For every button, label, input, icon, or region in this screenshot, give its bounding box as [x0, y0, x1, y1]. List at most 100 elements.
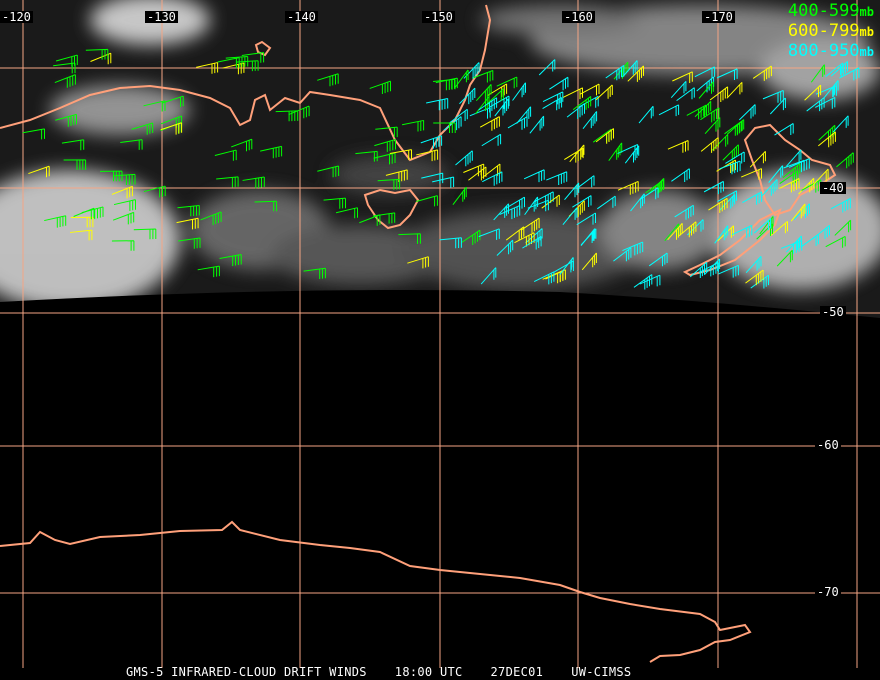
wind-barb [55, 54, 78, 67]
wind-barb [716, 159, 736, 173]
wind-barb [613, 247, 632, 262]
wind-barb [776, 249, 793, 267]
wind-barbs [22, 48, 860, 290]
wind-barb [85, 48, 109, 60]
wind-barb [22, 128, 45, 140]
coastline-antarctica [0, 520, 752, 663]
wind-barb [493, 203, 509, 221]
wind-barb [564, 147, 584, 163]
caption-product: GMS-5 INFRARED-CLOUD DRIFT WINDS [126, 665, 367, 679]
lat-label: -70 [815, 585, 841, 599]
wind-barb [745, 269, 764, 286]
wind-barb [113, 199, 136, 211]
wind-barb [825, 62, 844, 78]
wind-barb [489, 95, 510, 109]
wind-barb [678, 221, 697, 238]
wind-barb [698, 262, 719, 277]
wind-barb [783, 159, 805, 172]
wind-barb [487, 83, 508, 97]
wind-barb [214, 149, 237, 161]
wind-barb [369, 80, 391, 94]
wind-barb [768, 165, 784, 183]
coastline-australia [0, 4, 492, 162]
wind-barb [810, 64, 825, 83]
wind-barb [478, 228, 500, 240]
wind-barb [355, 150, 378, 162]
wind-barb [779, 178, 800, 193]
wind-barb [738, 104, 756, 121]
wind-barb [700, 107, 720, 123]
wind-barb [468, 166, 487, 181]
wind-barb [480, 267, 497, 285]
wind-barb [549, 76, 569, 91]
wind-barb [546, 171, 568, 185]
caption-source: UW-CIMSS [571, 665, 632, 679]
wind-barb [832, 115, 849, 133]
wind-barb [260, 145, 283, 159]
wind-barb [538, 59, 556, 76]
wind-barb [722, 144, 739, 161]
wind-barb [581, 252, 597, 271]
wind-barb [195, 62, 219, 74]
wind-barb [113, 173, 136, 185]
wind-barb [541, 194, 560, 209]
wind-barb [275, 110, 299, 122]
wind-barb [742, 191, 763, 205]
wind-barb [711, 134, 729, 151]
wind-barb [377, 178, 401, 190]
wind-barb [749, 150, 766, 168]
wind-barb [200, 211, 222, 226]
wind-barb [401, 119, 425, 132]
wind-barb [143, 100, 166, 112]
wind-barb [761, 179, 778, 197]
wind-barb [529, 115, 545, 134]
wind-barb [398, 233, 421, 244]
wind-barb [178, 237, 201, 249]
wind-barb [478, 97, 498, 113]
wind-barb [818, 131, 836, 148]
lon-label: -170 [702, 10, 735, 24]
wind-barb [726, 81, 743, 99]
wind-barb [627, 65, 644, 82]
wind-barb [788, 158, 810, 173]
wind-barb [55, 113, 77, 127]
wind-barb [769, 97, 786, 115]
wind-barb [385, 169, 408, 182]
wind-barb [667, 140, 689, 153]
wind-barb [580, 228, 596, 247]
wind-barb [572, 195, 592, 208]
wind-barb [496, 239, 514, 256]
wind-barb [830, 61, 848, 78]
wind-barb [317, 73, 339, 87]
legend-entry-400-599: 400-599mb [788, 2, 874, 22]
coastline-nz-south [682, 208, 782, 277]
wind-barb [100, 170, 123, 182]
wind-barb [524, 196, 539, 216]
wind-barb [53, 62, 76, 74]
wind-barb [44, 215, 67, 228]
wind-barb [288, 105, 310, 119]
legend-entry-800-950: 800-950mb [788, 42, 874, 62]
wind-barb [435, 77, 458, 90]
wind-barb [512, 82, 526, 101]
wind-barb [700, 137, 719, 153]
wind-barb [522, 236, 542, 250]
legend-range: 400-599 [787, 1, 860, 21]
wind-barb [708, 197, 728, 213]
wind-barb [572, 96, 592, 111]
wind-barb [617, 180, 639, 195]
wind-barb [608, 142, 623, 161]
wind-barb [216, 176, 239, 188]
wind-barb [372, 212, 396, 224]
wind-barb [520, 217, 540, 233]
caption-time: 18:00 UTC [394, 665, 463, 679]
wind-barb [160, 115, 183, 128]
wind-barb [605, 64, 625, 81]
wind-barb [779, 170, 799, 185]
wind-barb [672, 71, 693, 83]
wind-barb [782, 163, 801, 180]
wind-barb [335, 207, 358, 219]
wind-barb [804, 84, 822, 101]
wind-barb [463, 62, 480, 79]
legend-unit: mb [859, 5, 874, 19]
